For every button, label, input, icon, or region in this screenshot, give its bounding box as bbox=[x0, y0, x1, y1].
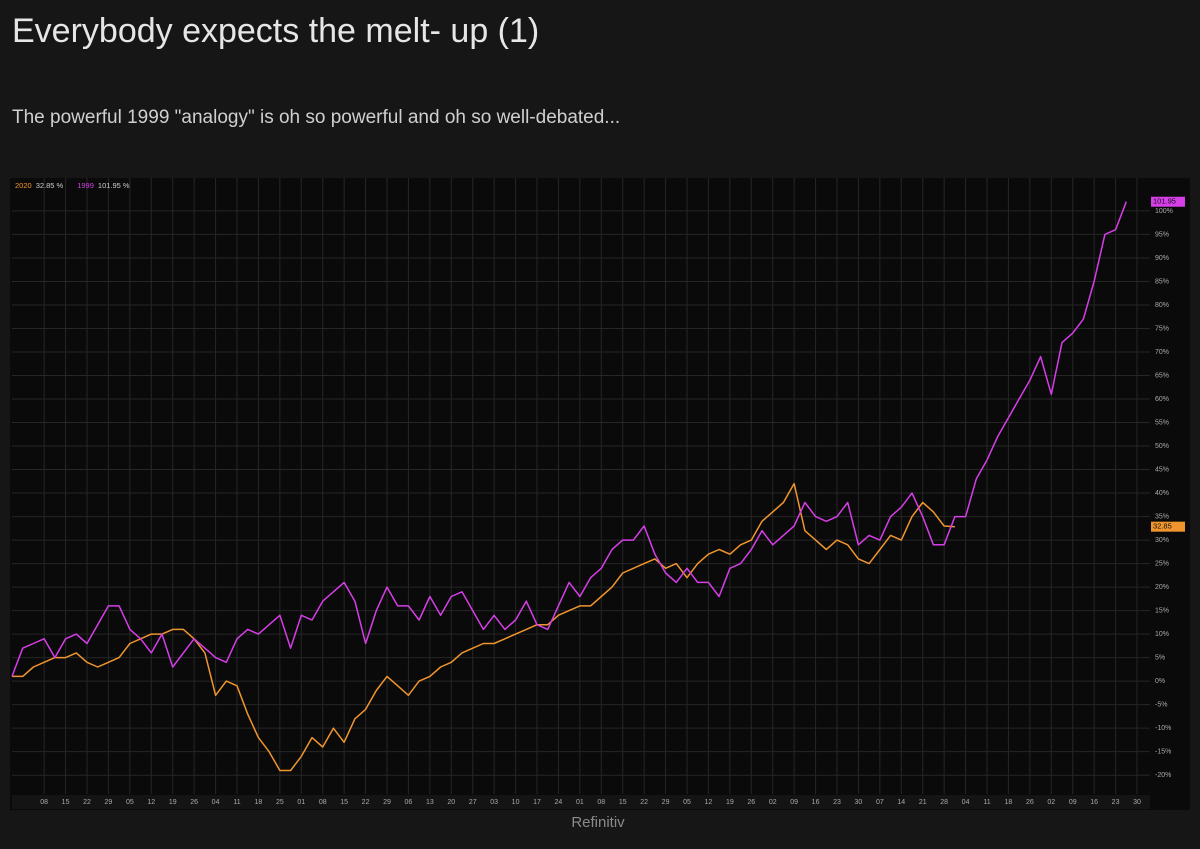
x-tick-label: 06 bbox=[405, 799, 413, 806]
x-tick-label: 29 bbox=[105, 799, 113, 806]
x-tick-label: 26 bbox=[190, 799, 198, 806]
y-tick-label: 20% bbox=[1155, 584, 1169, 591]
y-tick-label: 95% bbox=[1155, 231, 1169, 238]
legend-value: 101.95 % bbox=[98, 181, 130, 190]
x-axis-strip bbox=[12, 795, 1150, 809]
title: Everybody expects the melt- up (1) bbox=[12, 12, 539, 50]
x-tick-label: 25 bbox=[276, 799, 284, 806]
x-tick-label: 11 bbox=[233, 799, 240, 806]
y-tick-label: 35% bbox=[1155, 513, 1169, 520]
end-label: 101.95 bbox=[1153, 197, 1176, 206]
y-tick-label: 45% bbox=[1155, 466, 1169, 473]
y-tick-label: 5% bbox=[1155, 654, 1165, 661]
y-tick-label: 55% bbox=[1155, 419, 1169, 426]
y-tick-label: 25% bbox=[1155, 560, 1169, 567]
y-tick-label: 90% bbox=[1155, 255, 1169, 262]
x-tick-label: 19 bbox=[726, 799, 734, 806]
x-tick-label: 15 bbox=[62, 799, 70, 806]
y-tick-label: 0% bbox=[1155, 678, 1165, 685]
y-tick-label: 50% bbox=[1155, 443, 1169, 450]
x-tick-label: 02 bbox=[769, 799, 777, 806]
x-tick-label: 04 bbox=[212, 799, 220, 806]
x-tick-label: 23 bbox=[833, 799, 841, 806]
x-tick-label: 18 bbox=[1005, 799, 1013, 806]
x-tick-label: 08 bbox=[319, 799, 327, 806]
x-tick-label: 08 bbox=[40, 799, 48, 806]
y-tick-label: 100% bbox=[1155, 208, 1173, 215]
x-tick-label: 08 bbox=[597, 799, 605, 806]
x-tick-label: 17 bbox=[533, 799, 541, 806]
end-label: 32.85 bbox=[1153, 522, 1172, 531]
x-tick-label: 27 bbox=[469, 799, 477, 806]
x-tick-label: 16 bbox=[812, 799, 820, 806]
x-tick-label: 16 bbox=[1090, 799, 1098, 806]
source: Refinitiv bbox=[571, 814, 625, 831]
legend-name: 2020 bbox=[15, 181, 32, 190]
x-tick-label: 03 bbox=[490, 799, 498, 806]
x-tick-label: 09 bbox=[790, 799, 798, 806]
end-label-box bbox=[1151, 196, 1185, 207]
x-tick-label: 12 bbox=[705, 799, 713, 806]
y-tick-label: -5% bbox=[1155, 702, 1167, 709]
y-tick-label: 85% bbox=[1155, 278, 1169, 285]
x-tick-label: 24 bbox=[555, 799, 563, 806]
chart-area bbox=[10, 178, 1190, 810]
x-tick-label: 22 bbox=[83, 799, 91, 806]
x-tick-label: 15 bbox=[619, 799, 627, 806]
x-tick-label: 01 bbox=[576, 799, 584, 806]
x-tick-label: 11 bbox=[983, 799, 990, 806]
subtitle: The powerful 1999 "analogy" is oh so pow… bbox=[12, 107, 620, 128]
y-tick-label: 80% bbox=[1155, 302, 1169, 309]
y-tick-label: 60% bbox=[1155, 396, 1169, 403]
x-tick-label: 30 bbox=[855, 799, 863, 806]
end-label-box bbox=[1151, 521, 1185, 532]
y-tick-label: 10% bbox=[1155, 631, 1169, 638]
x-tick-label: 22 bbox=[640, 799, 648, 806]
y-tick-label: 40% bbox=[1155, 490, 1169, 497]
x-tick-label: 10 bbox=[512, 799, 520, 806]
x-tick-label: 12 bbox=[147, 799, 155, 806]
x-tick-label: 18 bbox=[255, 799, 263, 806]
x-tick-label: 29 bbox=[662, 799, 670, 806]
x-tick-label: 28 bbox=[940, 799, 948, 806]
line bbox=[11, 201, 1128, 677]
x-tick-label: 30 bbox=[1133, 799, 1141, 806]
x-tick-label: 14 bbox=[897, 799, 905, 806]
y-tick-label: 30% bbox=[1155, 537, 1169, 544]
x-tick-label: 23 bbox=[1112, 799, 1120, 806]
x-tick-label: 09 bbox=[1069, 799, 1077, 806]
x-tick-label: 21 bbox=[919, 799, 927, 806]
y-tick-label: 65% bbox=[1155, 372, 1169, 379]
x-tick-label: 04 bbox=[962, 799, 970, 806]
y-tick-label: 75% bbox=[1155, 325, 1169, 332]
x-tick-label: 20 bbox=[447, 799, 455, 806]
x-tick-label: 13 bbox=[426, 799, 434, 806]
x-tick-label: 22 bbox=[362, 799, 370, 806]
x-tick-label: 02 bbox=[1047, 799, 1055, 806]
x-tick-label: 19 bbox=[169, 799, 177, 806]
y-tick-label: -15% bbox=[1155, 749, 1171, 756]
x-tick-label: 07 bbox=[876, 799, 884, 806]
x-tick-label: 15 bbox=[340, 799, 348, 806]
legend-value: 32.85 % bbox=[36, 181, 64, 190]
y-tick-label: 15% bbox=[1155, 607, 1169, 614]
x-tick-label: 05 bbox=[683, 799, 691, 806]
x-tick-label: 01 bbox=[297, 799, 305, 806]
y-tick-label: -10% bbox=[1155, 725, 1171, 732]
x-tick-label: 26 bbox=[747, 799, 755, 806]
line bbox=[12, 482, 955, 772]
x-tick-label: 05 bbox=[126, 799, 134, 806]
x-tick-label: 29 bbox=[383, 799, 391, 806]
y-tick-label: -20% bbox=[1155, 772, 1171, 779]
y-tick-label: 70% bbox=[1155, 349, 1169, 356]
x-tick-label: 26 bbox=[1026, 799, 1034, 806]
legend-name: 1999 bbox=[77, 181, 94, 190]
